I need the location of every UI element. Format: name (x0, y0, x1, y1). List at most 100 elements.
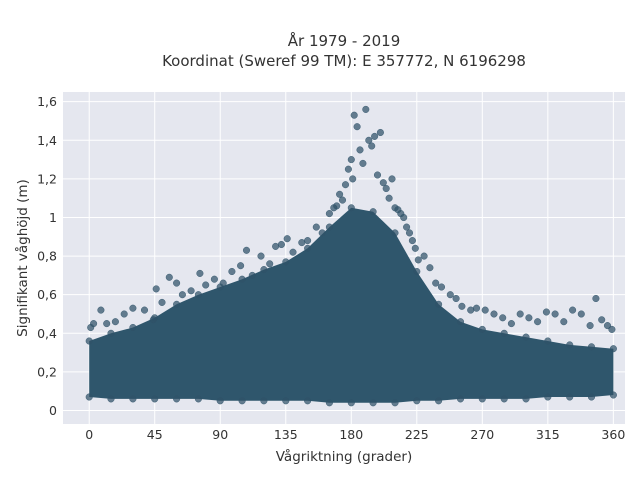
scatter-point (120, 310, 128, 318)
scatter-point (304, 237, 312, 245)
scatter-point (347, 204, 355, 212)
scatter-point (609, 391, 617, 399)
scatter-point (103, 320, 111, 328)
scatter-point (260, 266, 268, 274)
scatter-point (458, 302, 466, 310)
scatter-point (238, 397, 246, 405)
scatter-point (369, 399, 377, 407)
scatter-point (507, 320, 515, 328)
scatter-point (248, 271, 256, 279)
scatter-point (129, 323, 137, 332)
scatter-point (522, 333, 530, 341)
scatter-point (522, 395, 530, 403)
y-tick-label: 0,8 (37, 249, 57, 264)
scatter-point (194, 395, 202, 403)
scatter-point (312, 223, 320, 231)
scatter-point (587, 343, 596, 351)
scatter-point (368, 142, 376, 150)
scatter-point (347, 156, 355, 164)
scatter-point (341, 181, 350, 189)
scatter-point (609, 345, 617, 353)
scatter-point (490, 310, 498, 318)
scatter-point (432, 279, 440, 287)
scatter-point (499, 314, 507, 322)
y-tick-label: 0 (49, 403, 57, 418)
scatter-point (371, 132, 379, 140)
scatter-point (373, 171, 382, 179)
scatter-point (242, 246, 251, 254)
x-tick-label: 0 (85, 427, 93, 442)
chart-title: År 1979 - 2019 Koordinat (Sweref 99 TM):… (162, 31, 526, 70)
scatter-point (228, 267, 236, 276)
scatter-point (598, 316, 606, 324)
scatter-point (202, 281, 210, 289)
x-tick-label: 270 (470, 427, 494, 442)
scatter-point (408, 237, 416, 245)
scatter-point (187, 287, 195, 295)
scatter-point (325, 210, 333, 218)
dense-point-cloud (89, 207, 614, 403)
scatter-point (608, 325, 616, 333)
scatter-point (266, 260, 274, 268)
scatter-point (592, 294, 600, 303)
scatter-point (405, 229, 414, 237)
scatter-point (534, 318, 542, 326)
scatter-point (586, 322, 594, 330)
scatter-point (437, 283, 446, 291)
x-tick-label: 135 (274, 427, 298, 442)
scatter-point (542, 308, 550, 316)
scatter-point (196, 269, 204, 277)
scatter-point (277, 240, 285, 249)
scatter-point (478, 395, 486, 403)
scatter-point (452, 294, 460, 303)
scatter-points (85, 105, 617, 407)
scatter-point (325, 399, 333, 407)
scatter-point (566, 341, 574, 349)
scatter-point (516, 310, 524, 318)
scatter-point (376, 128, 384, 137)
scatter-point (194, 291, 202, 299)
chart-title-line-2: Koordinat (Sweref 99 TM): E 357772, N 61… (162, 52, 526, 70)
y-axis-ticks: 0 0,2 0,4 0,6 0,8 1 1,2 1,4 1,6 (37, 94, 57, 418)
scatter-point (140, 306, 149, 314)
scatter-point (338, 196, 347, 204)
scatter-point (333, 202, 341, 210)
scatter-point (365, 136, 373, 144)
scatter-point (472, 304, 481, 312)
x-axis-ticks: 0 45 90 135 180 225 270 315 360 (85, 427, 625, 442)
scatter-point (344, 165, 352, 173)
scatter-point (413, 267, 421, 276)
scatter-point (238, 275, 246, 283)
scatter-point (210, 275, 218, 283)
scatter-point (165, 273, 173, 281)
scatter-point (391, 399, 399, 407)
scatter-point (282, 258, 290, 266)
scatter-point (318, 229, 326, 237)
scatter-point (385, 194, 393, 202)
y-tick-label: 0,2 (37, 364, 57, 379)
scatter-point (420, 252, 428, 260)
scatter-point (414, 256, 422, 264)
scatter-point (304, 397, 312, 405)
scatter-point (129, 304, 137, 312)
scatter-point (426, 264, 434, 272)
scatter-point (525, 314, 533, 322)
scatter-point (158, 298, 166, 306)
scatter-point (456, 395, 465, 403)
scatter-point (149, 316, 157, 324)
scatter-point (216, 397, 224, 405)
scatter-point (551, 310, 559, 318)
scatter-point (569, 306, 577, 314)
scatter-point (283, 235, 291, 243)
scatter-point (400, 213, 408, 222)
y-tick-label: 0,6 (37, 287, 57, 302)
scatter-point (446, 291, 454, 299)
scatter-point (111, 318, 119, 326)
scatter-point (359, 159, 367, 167)
scatter-point (85, 393, 93, 401)
scatter-point (500, 329, 508, 337)
y-tick-label: 0,4 (37, 326, 57, 341)
scatter-point (349, 175, 357, 183)
scatter-point (107, 395, 115, 403)
dense-scatter-region (89, 207, 614, 403)
